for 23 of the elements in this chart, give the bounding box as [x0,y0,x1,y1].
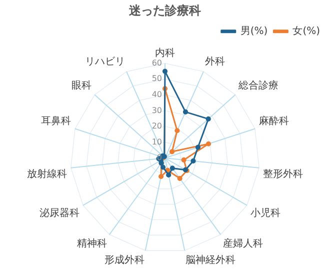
spoke-label: リハビリ [84,56,125,68]
spoke-label: 脳神経外科 [186,254,236,266]
legend-label: 女(%) [292,24,320,37]
spoke-label: 内科 [155,46,175,59]
y-tick-label: 60 [152,58,162,68]
spoke-label: 放射線科 [26,168,67,180]
spoke-label: 精神科 [77,237,108,250]
spoke-label: 耳鼻科 [41,115,72,128]
spoke-label: 外科 [205,56,226,68]
spoke-label: 形成外科 [104,254,144,266]
spoke-label: 麻酔科 [258,115,289,128]
spoke-label: 整形外科 [263,168,304,180]
y-tick-label: 50 [152,74,162,84]
spoke-label: 総合診療 [237,80,278,92]
y-tick-label: 30 [152,106,162,115]
legend-label: 男(%) [240,26,268,37]
y-tick-label: 20 [152,122,162,131]
y-tick-label: 40 [152,90,162,100]
spoke-label: 産婦人科 [222,237,263,250]
chart-title: 迷った診療科 [128,3,201,18]
spoke-label: 泌尿器科 [40,206,80,219]
spoke-label: 眼科 [72,80,92,92]
spoke-label: 小児科 [250,206,280,219]
